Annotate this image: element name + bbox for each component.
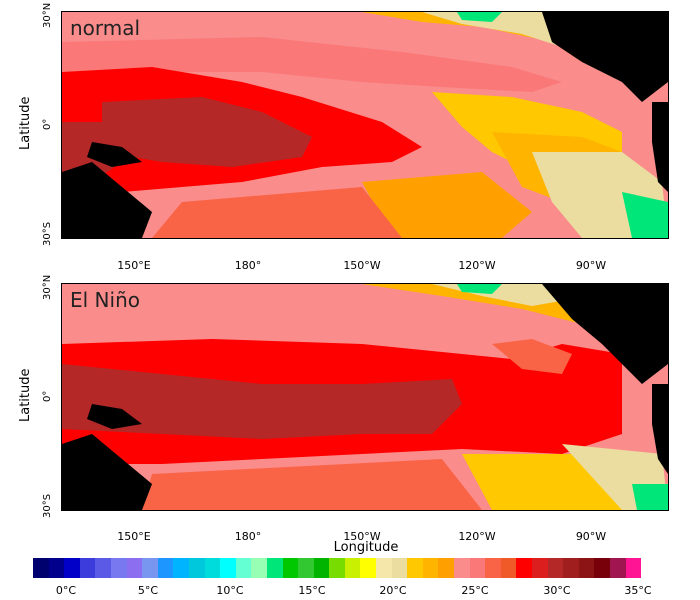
colorbar-swatch (547, 558, 564, 578)
lon-tick-top-180: 180° (234, 259, 262, 272)
colorbar-swatch (313, 558, 330, 578)
colorbar-swatch (282, 558, 299, 578)
lon-tick-top-150e: 150°E (117, 259, 151, 272)
colorbar-swatch (126, 558, 143, 578)
lon-tick-bottom-180: 180° (234, 530, 262, 543)
colorbar-swatch (298, 558, 314, 578)
x-axis-label: Longitude (333, 540, 399, 555)
colorbar-swatch (329, 558, 345, 578)
colorbar-swatch (266, 558, 283, 578)
colorbar-tick-0c: 0°C (55, 584, 77, 597)
colorbar-swatch (360, 558, 377, 578)
colorbar-swatch (204, 558, 221, 578)
lat-tick-bottom-0: 0° (42, 390, 53, 402)
colorbar-swatch (235, 558, 252, 578)
colorbar-swatch (344, 558, 361, 578)
panel-label-normal: normal (70, 16, 141, 40)
colorbar-swatch (188, 558, 205, 578)
colorbar-swatch (407, 558, 423, 578)
colorbar-swatch (48, 558, 65, 578)
panel-label-el-nino: El Niño (70, 288, 140, 312)
lon-tick-bottom-90w: 90°W (575, 530, 607, 543)
colorbar-swatch (95, 558, 111, 578)
colorbar-swatch (516, 558, 532, 578)
colorbar-tick-20c: 20°C (379, 584, 407, 597)
colorbar-swatch (500, 558, 517, 578)
colorbar-swatch (173, 558, 189, 578)
sst-map-el-nino (62, 284, 668, 510)
lon-tick-bottom-120w: 120°W (458, 530, 496, 543)
colorbar-swatch (376, 558, 392, 578)
lon-tick-bottom-150e: 150°E (117, 530, 151, 543)
lat-tick-bottom-30n: 30°N (42, 274, 53, 300)
colorbar-swatch (609, 558, 626, 578)
colorbar-swatch (79, 558, 96, 578)
colorbar-swatch (625, 558, 642, 578)
lon-tick-top-120w: 120°W (458, 259, 496, 272)
colorbar-swatch (469, 558, 486, 578)
lon-tick-top-90w: 90°W (575, 259, 607, 272)
colorbar-tick-35c: 35°C (624, 584, 652, 597)
colorbar-swatch (563, 558, 579, 578)
colorbar-swatch (485, 558, 501, 578)
colorbar-tick-15c: 15°C (298, 584, 326, 597)
colorbar-swatch (142, 558, 158, 578)
colorbar-swatch (532, 558, 548, 578)
colorbar-swatch (220, 558, 236, 578)
colorbar-swatch (454, 558, 470, 578)
colorbar-swatch (422, 558, 439, 578)
lat-tick-top-0: 0° (42, 118, 53, 130)
colorbar-swatch (251, 558, 267, 578)
colorbar-tick-25c: 25°C (461, 584, 489, 597)
y-axis-label-top: Latitude (18, 96, 33, 150)
y-axis-label-bottom: Latitude (18, 368, 33, 422)
colorbar-tick-10c: 10°C (216, 584, 244, 597)
colorbar-tick-30c: 30°C (543, 584, 571, 597)
colorbar-tick-5c: 5°C (137, 584, 159, 597)
lat-tick-top-30s: 30°S (42, 221, 53, 246)
colorbar-swatch (64, 558, 80, 578)
lat-tick-top-30n: 30°N (42, 2, 53, 28)
temperature-colorbar (33, 558, 642, 578)
colorbar-swatch (438, 558, 455, 578)
map-panel-el-nino: El Niño (61, 283, 669, 511)
colorbar-swatch (578, 558, 595, 578)
colorbar-swatch (391, 558, 408, 578)
sst-map-normal (62, 12, 668, 238)
lat-tick-bottom-30s: 30°S (42, 493, 53, 518)
colorbar-swatch (594, 558, 610, 578)
colorbar-swatch (33, 558, 49, 578)
lon-tick-bottom-150w: 150°W (343, 530, 381, 543)
map-panel-normal: normal (61, 11, 669, 239)
colorbar-swatch (157, 558, 174, 578)
colorbar-swatch (110, 558, 127, 578)
lon-tick-top-150w: 150°W (343, 259, 381, 272)
